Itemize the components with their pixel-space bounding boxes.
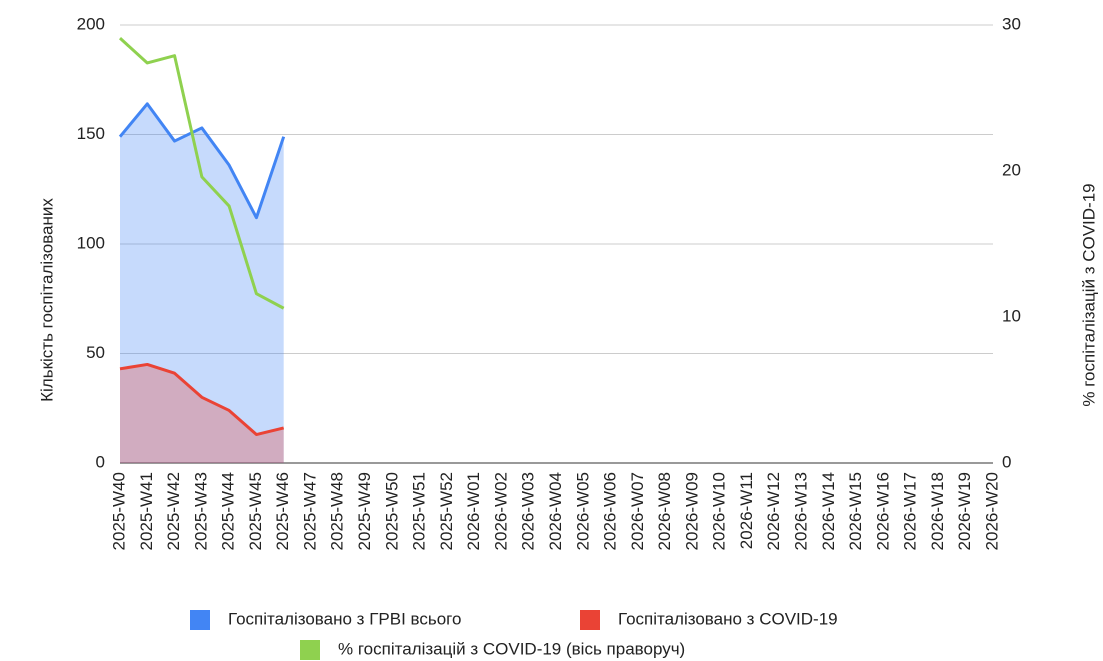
y-tick-label: 100	[77, 233, 105, 252]
y2-axis-label: % госпіталізацій з COVID-19	[1079, 183, 1098, 406]
legend-swatch	[580, 610, 600, 630]
y-axis-label: Кількість госпіталізованих	[37, 198, 56, 402]
y2-tick-label: 0	[1002, 452, 1011, 471]
series-line	[119, 362, 285, 437]
x-tick-label: 2026-W16	[873, 472, 892, 550]
x-tick-label: 2026-W10	[710, 472, 729, 550]
x-tick-label: 2025-W48	[328, 472, 347, 550]
y2-tick-label: 30	[1002, 14, 1021, 33]
x-tick-label: 2026-W12	[764, 472, 783, 550]
y-tick-label: 200	[77, 14, 105, 33]
series-line	[118, 102, 286, 220]
x-tick-label: 2025-W47	[300, 472, 319, 550]
series-area	[120, 364, 284, 463]
x-tick-label: 2026-W17	[901, 472, 920, 550]
x-tick-label: 2025-W45	[246, 472, 265, 550]
x-tick-label: 2025-W43	[191, 472, 210, 550]
x-tick-label: 2025-W46	[273, 472, 292, 550]
y-tick-label: 150	[77, 124, 105, 143]
legend-swatch	[300, 640, 320, 660]
x-tick-label: 2025-W49	[355, 472, 374, 550]
x-tick-label: 2025-W44	[219, 472, 238, 550]
y2-tick-label: 20	[1002, 160, 1021, 179]
legend-label: Госпіталізовано з ГРВІ всього	[228, 609, 461, 628]
x-tick-label: 2026-W03	[519, 472, 538, 550]
legend-label: Госпіталізовано з COVID-19	[618, 609, 838, 628]
x-tick-label: 2025-W41	[137, 472, 156, 550]
x-tick-label: 2026-W01	[464, 472, 483, 550]
legend-label: % госпіталізацій з COVID-19 (вісь правор…	[338, 639, 685, 658]
y-tick-label: 0	[96, 452, 105, 471]
x-tick-label: 2026-W06	[601, 472, 620, 550]
x-tick-label: 2026-W13	[792, 472, 811, 550]
x-tick-label: 2025-W51	[410, 472, 429, 550]
x-tick-label: 2026-W11	[737, 472, 756, 549]
x-tick-label: 2025-W42	[164, 472, 183, 550]
x-tick-label: 2026-W15	[846, 472, 865, 550]
x-tick-label: 2026-W08	[655, 472, 674, 550]
series-line	[118, 37, 285, 310]
x-tick-label: 2026-W14	[819, 472, 838, 550]
x-tick-label: 2026-W18	[928, 472, 947, 550]
x-tick-label: 2026-W07	[628, 472, 647, 550]
legend-swatch	[190, 610, 210, 630]
x-tick-label: 2026-W04	[546, 472, 565, 550]
x-tick-label: 2026-W20	[982, 472, 1001, 550]
x-tick-label: 2025-W40	[109, 472, 128, 550]
y2-tick-label: 10	[1002, 306, 1021, 325]
x-tick-label: 2025-W52	[437, 472, 456, 550]
x-tick-label: 2026-W09	[682, 472, 701, 550]
x-tick-label: 2026-W02	[491, 472, 510, 550]
x-tick-label: 2025-W50	[382, 472, 401, 550]
x-tick-label: 2026-W05	[573, 472, 592, 550]
y-tick-label: 50	[86, 343, 105, 362]
x-tick-label: 2026-W19	[955, 472, 974, 550]
